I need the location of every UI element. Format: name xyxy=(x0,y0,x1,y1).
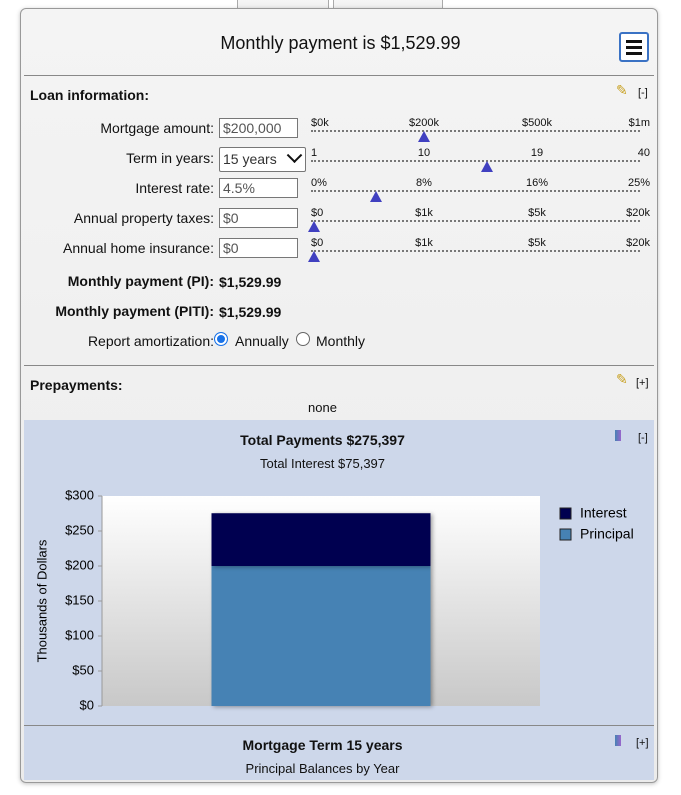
slider-label: 8% xyxy=(416,177,432,189)
term-title: Mortgage Term 15 years xyxy=(242,737,403,753)
slider-label: $0k xyxy=(311,117,329,129)
slider-label: $5k xyxy=(528,237,546,249)
field-input[interactable]: $0 xyxy=(219,208,298,228)
chevron xyxy=(286,147,303,164)
y-tick-label: $150 xyxy=(65,592,94,607)
slider-label: $5k xyxy=(528,207,546,219)
term-select[interactable]: 15 years xyxy=(219,147,306,172)
slider-label: $0 xyxy=(311,237,324,249)
section-title: Prepayments: xyxy=(30,377,123,393)
y-tick-label: $50 xyxy=(72,662,94,677)
menu-button[interactable] xyxy=(619,32,649,62)
chart-icon[interactable] xyxy=(615,735,621,746)
y-tick-label: $250 xyxy=(65,522,94,537)
expand-toggle[interactable]: [+] xyxy=(636,377,649,389)
legend-label: Principal xyxy=(580,526,634,542)
result-value: $1,529.99 xyxy=(219,274,282,290)
slider-label: 16% xyxy=(525,177,549,189)
field-input[interactable]: $200,000 xyxy=(219,118,298,138)
header-title: Monthly payment is $1,529.99 xyxy=(220,33,461,53)
field-label: Annual property taxes: xyxy=(73,210,214,226)
field-label: Interest rate: xyxy=(135,180,214,196)
legend-swatch xyxy=(559,528,572,541)
radio[interactable] xyxy=(214,332,228,346)
collapse-toggle[interactable]: [-] xyxy=(638,87,648,99)
chart-subtitle: Total Interest $75,397 xyxy=(259,456,386,471)
slider-thumb[interactable] xyxy=(308,221,320,232)
slider-label: 19 xyxy=(530,147,544,159)
slider-label: $1k xyxy=(415,207,433,219)
term-panel xyxy=(24,726,654,780)
slider-label: $20k xyxy=(626,207,650,219)
slider-label: 10 xyxy=(417,147,431,159)
expand-toggle[interactable]: [+] xyxy=(636,737,649,749)
radio[interactable] xyxy=(296,332,310,346)
field-label: Term in years: xyxy=(126,150,214,166)
slider-track[interactable] xyxy=(311,220,640,222)
slider-label: $20k xyxy=(626,237,650,249)
field-label: Mortgage amount: xyxy=(100,120,214,136)
result-label: Monthly payment (PITI): xyxy=(55,303,214,319)
slider-thumb[interactable] xyxy=(418,131,430,142)
bar-segment xyxy=(211,513,431,566)
slider-thumb[interactable] xyxy=(308,251,320,262)
slider-label: 40 xyxy=(637,147,650,159)
slider-label: 0% xyxy=(311,177,327,189)
prepayments-text: none xyxy=(308,400,337,415)
field-input[interactable]: 4.5% xyxy=(219,178,298,198)
slider-track[interactable] xyxy=(311,130,640,132)
slider-label: 1 xyxy=(311,147,318,159)
result-label: Monthly payment (PI): xyxy=(67,273,214,289)
legend-swatch xyxy=(559,507,572,520)
legend-label: Interest xyxy=(580,505,627,521)
slider-track[interactable] xyxy=(311,190,640,192)
field-label: Annual home insurance: xyxy=(63,240,214,256)
chart-icon[interactable] xyxy=(615,430,621,441)
edit-icon[interactable]: ✎ xyxy=(616,82,628,98)
radio-label[interactable]: Monthly xyxy=(316,333,366,349)
section-title: Loan information: xyxy=(30,87,149,103)
select-value: 15 years xyxy=(223,151,277,167)
slider-label: $500k xyxy=(522,117,552,129)
y-axis-label: Thousands of Dollars xyxy=(34,539,49,662)
collapse-toggle[interactable]: [-] xyxy=(638,432,648,444)
slider-track[interactable] xyxy=(311,250,640,252)
slider-label: 25% xyxy=(627,177,650,189)
slider-label: $0 xyxy=(311,207,324,219)
radio-label[interactable]: Annually xyxy=(235,333,289,349)
bar-segment xyxy=(211,566,431,706)
y-tick-label: $200 xyxy=(65,557,94,572)
y-tick-label: $0 xyxy=(80,697,94,712)
term-subtitle: Principal Balances by Year xyxy=(245,761,400,776)
slider-thumb[interactable] xyxy=(481,161,493,172)
y-tick-label: $100 xyxy=(65,627,94,642)
divider xyxy=(24,75,654,76)
divider xyxy=(24,365,654,366)
amortization-label: Report amortization: xyxy=(87,333,214,349)
edit-icon[interactable]: ✎ xyxy=(616,371,628,387)
slider-thumb[interactable] xyxy=(370,191,382,202)
y-tick-label: $300 xyxy=(65,487,94,502)
slider-label: $200k xyxy=(409,117,439,129)
field-input[interactable]: $0 xyxy=(219,238,298,258)
slider-label: $1m xyxy=(628,117,650,129)
slider-label: $1k xyxy=(415,237,433,249)
divider xyxy=(24,725,654,726)
chart-title: Total Payments $275,397 xyxy=(240,432,405,448)
result-value: $1,529.99 xyxy=(219,304,282,320)
slider-track[interactable] xyxy=(311,160,640,162)
